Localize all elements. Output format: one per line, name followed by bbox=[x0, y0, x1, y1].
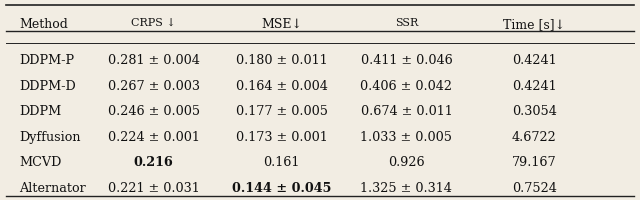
Text: 0.161: 0.161 bbox=[264, 156, 300, 169]
Text: 0.164 ± 0.004: 0.164 ± 0.004 bbox=[236, 80, 328, 93]
Text: 0.674 ± 0.011: 0.674 ± 0.011 bbox=[360, 105, 452, 118]
Text: 1.325 ± 0.314: 1.325 ± 0.314 bbox=[360, 182, 452, 195]
Text: DDPM-P: DDPM-P bbox=[19, 54, 74, 67]
Text: 0.406 ± 0.042: 0.406 ± 0.042 bbox=[360, 80, 452, 93]
Text: 0.180 ± 0.011: 0.180 ± 0.011 bbox=[236, 54, 328, 67]
Text: 0.4241: 0.4241 bbox=[512, 54, 557, 67]
Text: 0.173 ± 0.001: 0.173 ± 0.001 bbox=[236, 131, 328, 144]
Text: 0.3054: 0.3054 bbox=[512, 105, 557, 118]
Text: 4.6722: 4.6722 bbox=[512, 131, 557, 144]
Text: 0.221 ± 0.031: 0.221 ± 0.031 bbox=[108, 182, 200, 195]
Text: 0.216: 0.216 bbox=[134, 156, 173, 169]
Text: 0.7524: 0.7524 bbox=[512, 182, 557, 195]
Text: 0.411 ± 0.046: 0.411 ± 0.046 bbox=[360, 54, 452, 67]
Text: CRPS ↓: CRPS ↓ bbox=[131, 18, 176, 28]
Text: 0.926: 0.926 bbox=[388, 156, 425, 169]
Text: 0.4241: 0.4241 bbox=[512, 80, 557, 93]
Text: 0.144 ± 0.045: 0.144 ± 0.045 bbox=[232, 182, 332, 195]
Text: 0.281 ± 0.004: 0.281 ± 0.004 bbox=[108, 54, 200, 67]
Text: 0.224 ± 0.001: 0.224 ± 0.001 bbox=[108, 131, 200, 144]
Text: 0.177 ± 0.005: 0.177 ± 0.005 bbox=[236, 105, 328, 118]
Text: 0.246 ± 0.005: 0.246 ± 0.005 bbox=[108, 105, 200, 118]
Text: DDPM: DDPM bbox=[19, 105, 61, 118]
Text: 1.033 ± 0.005: 1.033 ± 0.005 bbox=[360, 131, 452, 144]
Text: Time [s]↓: Time [s]↓ bbox=[503, 18, 566, 31]
Text: MCVD: MCVD bbox=[19, 156, 61, 169]
Text: 0.267 ± 0.003: 0.267 ± 0.003 bbox=[108, 80, 200, 93]
Text: Dyffusion: Dyffusion bbox=[19, 131, 81, 144]
Text: DDPM-D: DDPM-D bbox=[19, 80, 76, 93]
Text: Method: Method bbox=[19, 18, 68, 31]
Text: Alternator: Alternator bbox=[19, 182, 86, 195]
Text: 79.167: 79.167 bbox=[512, 156, 557, 169]
Text: SSR: SSR bbox=[395, 18, 418, 28]
Text: MSE↓: MSE↓ bbox=[261, 18, 302, 31]
